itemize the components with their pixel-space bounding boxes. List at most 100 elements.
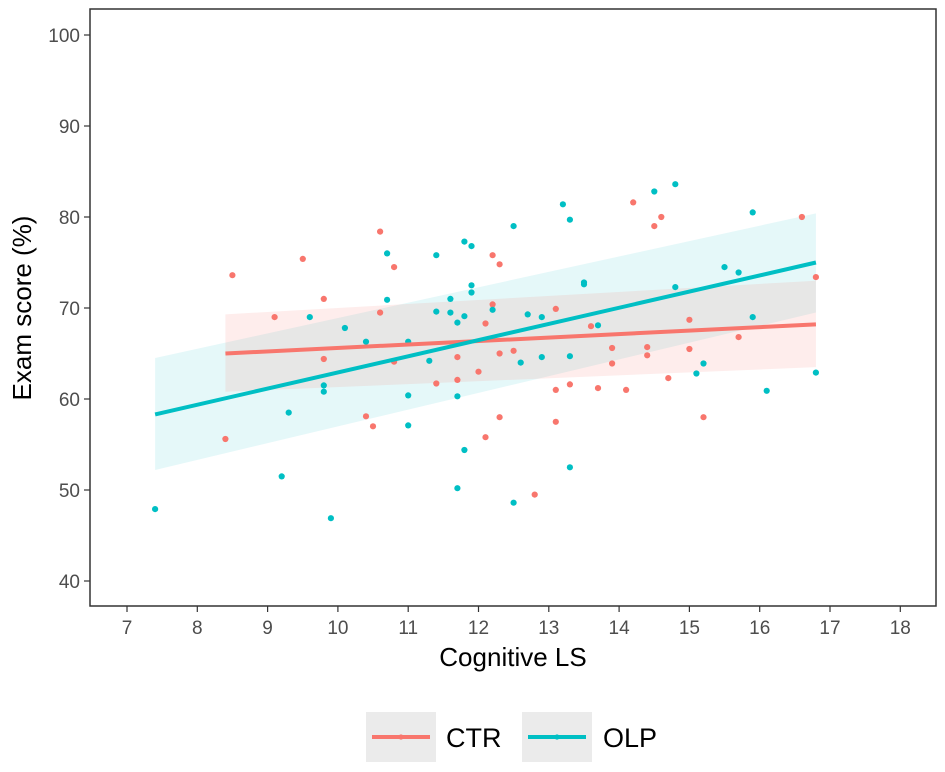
data-point-ctr [391, 264, 398, 271]
data-point-ctr [496, 261, 503, 268]
x-tick-label: 10 [327, 618, 348, 639]
data-point-ctr [623, 386, 630, 393]
y-tick-label: 50 [59, 481, 80, 502]
data-point-olp [735, 269, 742, 276]
y-tick-label: 80 [59, 208, 80, 229]
data-point-olp [362, 338, 370, 345]
data-point-olp [426, 357, 433, 364]
x-tick-label: 11 [398, 618, 418, 639]
x-tick-label: 14 [609, 618, 631, 639]
data-point-olp [468, 243, 475, 250]
data-point-ctr [299, 255, 306, 262]
data-point-olp [447, 295, 454, 302]
data-point-olp [278, 473, 285, 480]
legend-item-olp: OLP [522, 712, 657, 762]
data-point-olp [454, 393, 461, 400]
data-point-olp [749, 209, 756, 216]
data-point-olp [510, 223, 517, 230]
data-points [152, 181, 820, 522]
data-point-olp [594, 322, 602, 329]
data-point-olp [510, 499, 517, 506]
data-point-olp [454, 319, 461, 326]
data-point-olp [152, 506, 159, 513]
data-point-olp [320, 382, 327, 389]
data-point-olp [405, 392, 412, 399]
x-tick-label: 12 [468, 618, 489, 639]
data-point-ctr [377, 309, 384, 316]
data-point-ctr [798, 213, 806, 221]
data-point-olp [538, 314, 545, 321]
x-tick-label: 18 [890, 618, 911, 639]
data-point-olp [489, 306, 496, 313]
data-point-ctr [362, 413, 370, 420]
data-point-ctr [630, 199, 637, 206]
data-point-ctr [369, 423, 377, 430]
data-point-olp [517, 359, 524, 366]
data-point-ctr [658, 213, 665, 221]
x-tick-label: 7 [122, 618, 133, 639]
data-point-olp [405, 422, 412, 429]
data-point-olp [320, 388, 327, 395]
data-point-ctr [271, 314, 278, 321]
data-point-ctr [552, 305, 559, 312]
data-point-ctr [812, 274, 820, 281]
panel-background [89, 8, 937, 607]
data-point-olp [566, 464, 574, 471]
y-tick-label: 100 [48, 26, 80, 47]
data-point-olp [433, 308, 440, 315]
x-tick-label: 17 [819, 618, 840, 639]
data-point-ctr [433, 380, 440, 387]
data-point-ctr [552, 386, 559, 393]
data-point-ctr [609, 344, 616, 352]
data-point-olp [306, 314, 313, 321]
regression-line-ctr [225, 322, 817, 356]
legend-label-ctr: CTR [446, 723, 502, 753]
data-point-olp [566, 216, 574, 223]
data-point-ctr [686, 345, 693, 353]
data-point-olp [433, 252, 440, 259]
y-axis-title: Exam score (%) [7, 216, 37, 401]
data-point-olp [721, 264, 728, 271]
data-point-ctr [735, 334, 742, 341]
data-point-ctr [482, 320, 489, 327]
data-point-ctr [644, 344, 651, 351]
regression-line-olp [154, 260, 817, 417]
data-point-olp [327, 515, 334, 522]
y-axis: 40 50 60 70 80 90 100 [48, 26, 90, 593]
data-point-ctr [454, 376, 461, 383]
regression-lines [154, 260, 817, 417]
x-tick-label: 8 [192, 618, 203, 639]
data-point-ctr [222, 435, 229, 443]
data-point-ctr [229, 272, 236, 279]
y-tick-label: 70 [59, 299, 80, 320]
data-point-ctr [531, 491, 538, 498]
data-point-ctr [644, 352, 651, 359]
x-axis-title: Cognitive LS [439, 642, 586, 672]
x-tick-label: 9 [262, 618, 273, 639]
data-point-olp [461, 446, 468, 454]
data-point-olp [447, 309, 454, 316]
data-point-olp [672, 181, 679, 188]
data-point-olp [384, 250, 391, 257]
data-point-olp [566, 353, 574, 360]
data-point-ctr [552, 418, 559, 425]
data-point-olp [672, 284, 679, 291]
data-point-ctr [496, 350, 503, 357]
x-tick-label: 15 [679, 618, 700, 639]
x-tick-label: 16 [749, 618, 770, 639]
data-point-ctr [482, 434, 489, 441]
data-point-ctr [377, 228, 384, 235]
data-point-ctr [320, 355, 327, 363]
data-point-ctr [489, 252, 496, 259]
data-point-olp [341, 324, 348, 332]
data-point-olp [580, 281, 588, 288]
data-point-olp [454, 485, 461, 492]
data-point-ctr [320, 295, 327, 302]
data-point-ctr [700, 414, 707, 421]
data-point-olp [468, 282, 475, 289]
data-point-olp [749, 314, 756, 321]
data-point-ctr [686, 316, 693, 323]
data-point-ctr [475, 368, 482, 375]
data-point-olp [693, 370, 700, 377]
